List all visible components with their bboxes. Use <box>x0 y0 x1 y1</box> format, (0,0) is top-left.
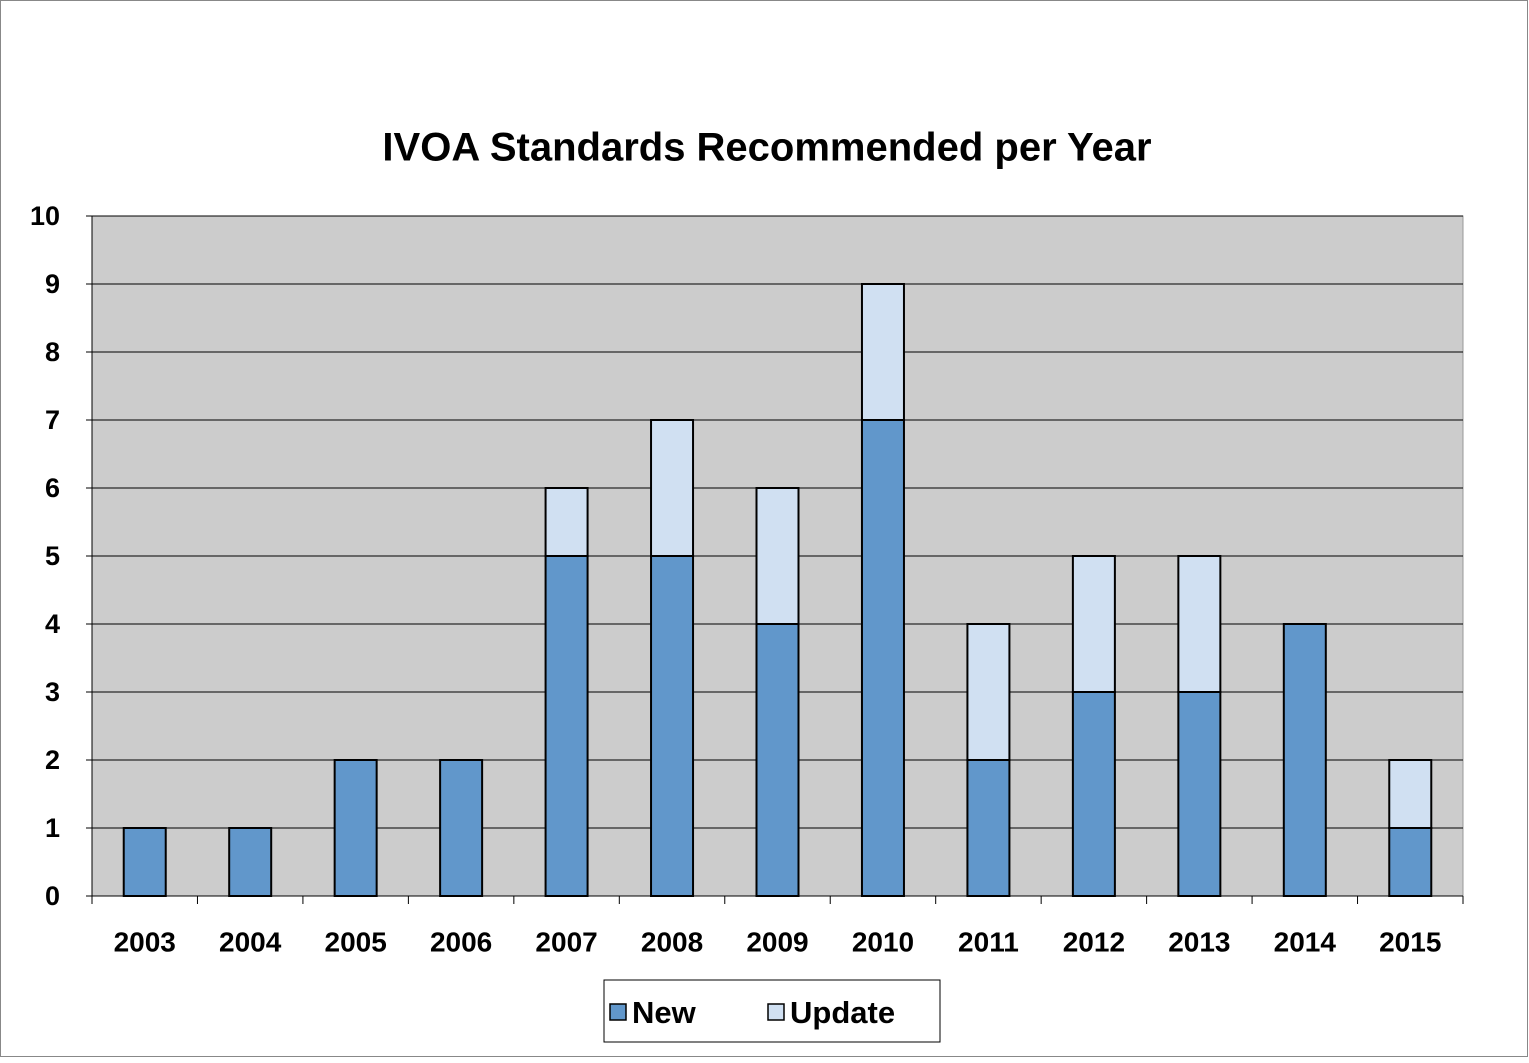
bar-segment <box>966 623 1011 761</box>
x-tick-label: 2012 <box>1063 926 1125 957</box>
bar-segment <box>1388 827 1433 897</box>
x-tick-label: 2008 <box>641 926 703 957</box>
y-tick-label: 4 <box>45 609 60 639</box>
bar-segment <box>439 759 484 897</box>
y-tick-label: 0 <box>45 881 60 911</box>
chart-title: IVOA Standards Recommended per Year <box>382 126 1151 170</box>
y-tick-label: 1 <box>45 813 60 843</box>
bar-segment <box>122 827 167 897</box>
legend-label: New <box>632 995 697 1030</box>
bar-segment <box>650 555 695 897</box>
bar-segment <box>755 487 800 625</box>
bar-segment <box>1177 555 1222 693</box>
y-tick-label: 2 <box>45 745 60 775</box>
x-tick-label: 2007 <box>535 926 597 957</box>
x-tick-label: 2005 <box>325 926 387 957</box>
bar-segment <box>1071 555 1116 693</box>
y-tick-label: 8 <box>45 337 60 367</box>
bar-segment <box>755 623 800 897</box>
y-tick-label: 6 <box>45 473 60 503</box>
bar-segment <box>860 419 905 897</box>
legend-swatch <box>767 1003 785 1021</box>
x-tick-label: 2011 <box>958 926 1019 957</box>
bar-segment <box>860 283 905 421</box>
y-tick-label: 10 <box>30 201 60 231</box>
x-tick-label: 2006 <box>430 926 492 957</box>
bar-segment <box>333 759 378 897</box>
bar-segment <box>966 759 1011 897</box>
bar-segment <box>1071 691 1116 897</box>
bar-segment <box>1282 623 1327 897</box>
bar-segment <box>1177 691 1222 897</box>
x-tick-label: 2014 <box>1274 926 1337 957</box>
x-tick-label: 2004 <box>219 926 282 957</box>
y-tick-label: 7 <box>45 405 60 435</box>
x-tick-label: 2015 <box>1379 926 1441 957</box>
x-tick-label: 2009 <box>746 926 808 957</box>
bar-segment <box>544 555 589 897</box>
x-tick-label: 2010 <box>852 926 914 957</box>
x-tick-label: 2003 <box>114 926 176 957</box>
bar-segment <box>228 827 273 897</box>
bar-segment <box>544 487 589 557</box>
y-tick-label: 5 <box>45 541 60 571</box>
legend-swatch <box>609 1003 627 1021</box>
bar-segment <box>1388 759 1433 829</box>
legend-label: Update <box>790 995 895 1030</box>
x-tick-label: 2013 <box>1168 926 1230 957</box>
bar-segment <box>650 419 695 557</box>
y-tick-label: 9 <box>45 269 60 299</box>
y-tick-label: 3 <box>45 677 60 707</box>
